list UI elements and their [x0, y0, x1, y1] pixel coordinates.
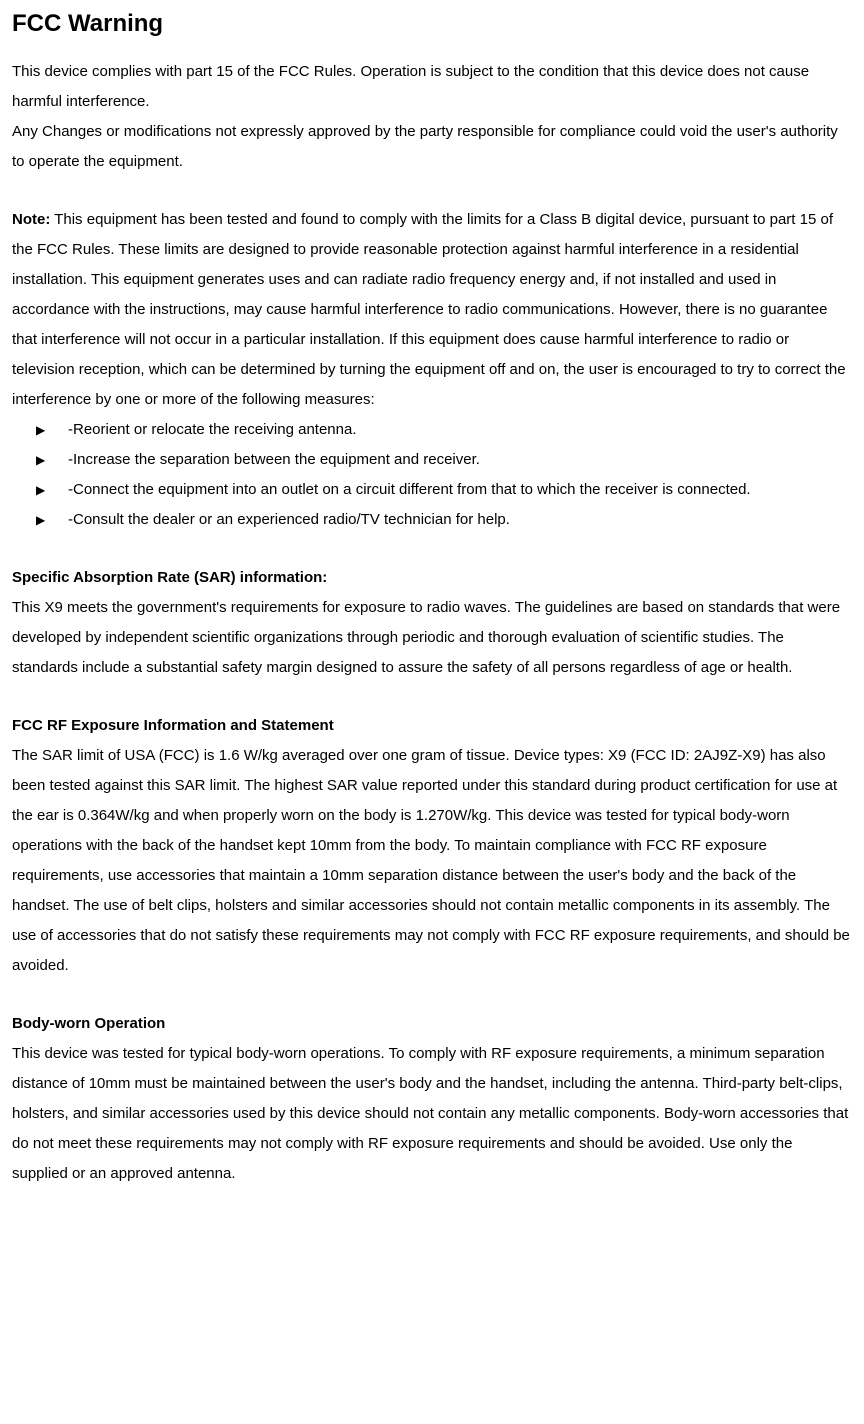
rf-heading: FCC RF Exposure Information and Statemen…: [12, 711, 852, 741]
document-page: FCC Warning This device complies with pa…: [0, 0, 864, 1209]
rf-body: The SAR limit of USA (FCC) is 1.6 W/kg a…: [12, 741, 852, 981]
sar-body: This X9 meets the government's requireme…: [12, 593, 852, 683]
bodyworn-heading: Body-worn Operation: [12, 1009, 852, 1039]
bullet-marker-icon: ▶: [36, 415, 45, 445]
note-body: This equipment has been tested and found…: [12, 211, 846, 408]
page-title: FCC Warning: [12, 8, 852, 39]
sar-heading: Specific Absorption Rate (SAR) informati…: [12, 563, 852, 593]
note-label: Note:: [12, 211, 50, 228]
list-item: ▶ -Increase the separation between the e…: [12, 445, 852, 475]
list-item: ▶ -Reorient or relocate the receiving an…: [12, 415, 852, 445]
list-item-text: -Increase the separation between the equ…: [68, 451, 480, 468]
bullet-marker-icon: ▶: [36, 505, 45, 535]
bullet-marker-icon: ▶: [36, 475, 45, 505]
note-paragraph: Note: This equipment has been tested and…: [12, 205, 852, 415]
bodyworn-body: This device was tested for typical body-…: [12, 1039, 852, 1189]
measures-list: ▶ -Reorient or relocate the receiving an…: [12, 415, 852, 535]
intro-paragraph-1: This device complies with part 15 of the…: [12, 57, 852, 117]
bullet-marker-icon: ▶: [36, 445, 45, 475]
intro-paragraph-2: Any Changes or modifications not express…: [12, 117, 852, 177]
list-item-text: -Consult the dealer or an experienced ra…: [68, 511, 510, 528]
list-item-text: -Reorient or relocate the receiving ante…: [68, 421, 357, 438]
list-item-text: -Connect the equipment into an outlet on…: [68, 481, 751, 498]
list-item: ▶ -Connect the equipment into an outlet …: [12, 475, 852, 505]
list-item: ▶ -Consult the dealer or an experienced …: [12, 505, 852, 535]
